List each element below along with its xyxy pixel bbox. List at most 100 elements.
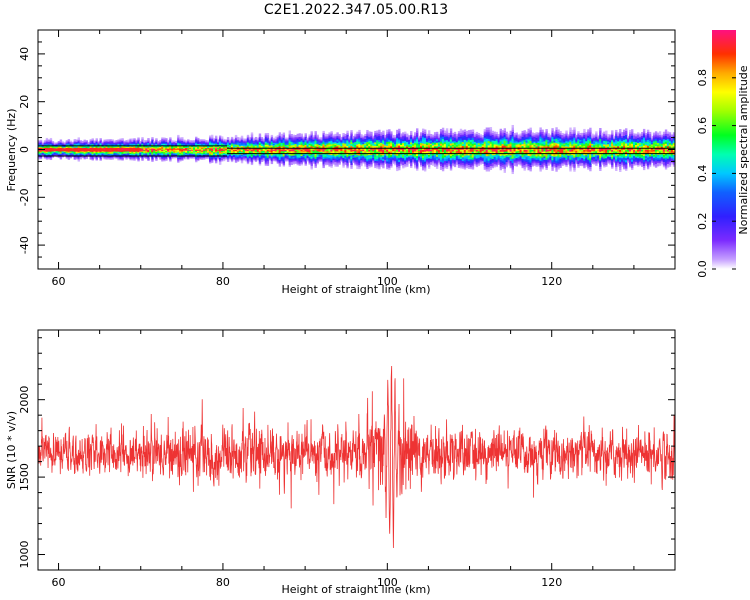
spectrogram-cell	[370, 159, 373, 162]
spectrogram-cell	[324, 143, 327, 146]
spectrogram-cell	[103, 155, 106, 158]
spectrogram-cell	[328, 149, 331, 152]
spectrogram-cell	[187, 150, 190, 152]
spectrogram-cell	[439, 133, 443, 136]
spectrogram-cell	[93, 152, 96, 155]
spectrogram-cell	[129, 156, 132, 159]
spectrogram-cell	[254, 139, 258, 142]
spectrogram-cell	[406, 141, 409, 144]
spectrogram-cell	[386, 153, 389, 156]
spectrogram-cell	[97, 150, 100, 152]
spectrogram-cell	[410, 132, 413, 136]
spectrogram-cell	[396, 164, 399, 168]
spectrogram-cell	[477, 146, 481, 149]
spectrogram-cell	[479, 146, 483, 149]
spectrogram-cell	[334, 136, 337, 139]
spectrogram-cell	[107, 143, 110, 145]
spectrogram-cell	[169, 144, 172, 147]
spectrogram-cell	[125, 140, 128, 142]
spectrogram-cell	[503, 136, 506, 140]
spectrogram-cell	[91, 141, 94, 144]
spectrogram-cell	[376, 160, 379, 163]
spectrogram-cell	[443, 162, 447, 165]
spectrogram-cell	[499, 167, 503, 171]
spectrogram-cell	[449, 143, 453, 146]
spectrogram-cell	[187, 148, 190, 150]
spectrogram-cell	[425, 139, 429, 143]
spectrogram-cell	[338, 141, 341, 144]
spectrogram-cell	[441, 129, 445, 133]
spectrogram-cell	[91, 153, 94, 156]
spectrogram-cell	[523, 149, 526, 152]
spectrogram-cell	[119, 156, 122, 159]
spectrogram-cell	[523, 143, 526, 146]
spectrogram-cell	[133, 151, 136, 154]
spectrogram-cell	[306, 151, 309, 154]
spectrogram-cell	[310, 134, 313, 138]
spectrogram-cell	[218, 135, 222, 138]
spectrogram-cell	[344, 158, 347, 161]
spectrogram-cell	[258, 133, 262, 136]
spectrogram-cell	[127, 153, 130, 156]
spectrogram-cell	[346, 139, 349, 143]
spectrogram-cell	[457, 151, 461, 154]
spectrogram-cell	[410, 151, 413, 154]
spectrogram-cell	[137, 138, 140, 141]
spectrogram-cell	[284, 156, 288, 158]
spectrogram-cell	[197, 149, 200, 151]
spectrogram-cell	[45, 140, 49, 142]
spectrogram-cell	[360, 156, 363, 159]
spectrogram-cell	[75, 150, 79, 152]
spectrogram-cell	[93, 156, 96, 158]
spectrogram-cell	[515, 135, 518, 139]
spectrogram-cell	[497, 153, 501, 156]
spectrogram-cell	[201, 153, 204, 155]
spectrogram-cell	[418, 143, 421, 146]
spectrogram-cell	[205, 152, 208, 154]
spectrogram-cell	[89, 153, 92, 155]
spectrogram-cell	[244, 140, 248, 143]
spectrogram-cell	[425, 133, 429, 136]
spectrogram-cell	[296, 150, 299, 153]
spectrogram-cell	[51, 151, 55, 153]
spectrogram-cell	[216, 156, 220, 158]
spectrogram-cell	[169, 138, 172, 141]
spectrogram-cell	[240, 140, 244, 143]
spectrogram-cell	[310, 161, 313, 165]
spectrogram-cell	[143, 144, 146, 146]
spectrogram-cell	[272, 148, 276, 150]
spectrogram-cell	[55, 152, 59, 154]
spectrogram-cell	[467, 149, 471, 152]
spectrogram-cell	[234, 144, 238, 146]
spectrogram-cell	[318, 150, 321, 153]
spectrogram-cell	[418, 146, 421, 149]
spectrogram-cell	[121, 151, 124, 154]
spectrogram-cell	[83, 143, 86, 145]
spectrogram-cell	[123, 144, 126, 146]
spectrogram-cell	[147, 151, 150, 154]
spectrogram-cell	[117, 157, 120, 160]
spectrogram-cell	[473, 138, 477, 141]
spectrogram-cell	[179, 145, 182, 148]
spectrogram-cell	[435, 161, 439, 164]
spectrogram-cell	[161, 137, 164, 140]
spectrogram-cell	[433, 154, 437, 157]
spectrogram-cell	[451, 136, 455, 139]
spectrogram-cell	[475, 154, 479, 157]
spectrogram-cell	[390, 140, 393, 143]
spectrogram-cell	[278, 134, 282, 137]
spectrogram-cell	[408, 135, 411, 138]
spectrogram-cell	[45, 153, 49, 155]
spectrogram-cell	[117, 146, 120, 148]
spectrogram-cell	[125, 152, 128, 154]
spectrogram-cell	[234, 158, 238, 161]
spectrogram-cell	[312, 152, 315, 154]
spectrogram-cell	[503, 153, 506, 157]
spectrogram-cell	[392, 160, 395, 163]
spectrogram-cell	[171, 142, 174, 144]
spectrogram-cell	[252, 142, 256, 145]
spectrogram-cell	[356, 156, 359, 159]
spectrogram-cell	[266, 157, 270, 160]
spectrogram-cell	[290, 161, 293, 164]
spectrogram-cell	[414, 139, 417, 142]
